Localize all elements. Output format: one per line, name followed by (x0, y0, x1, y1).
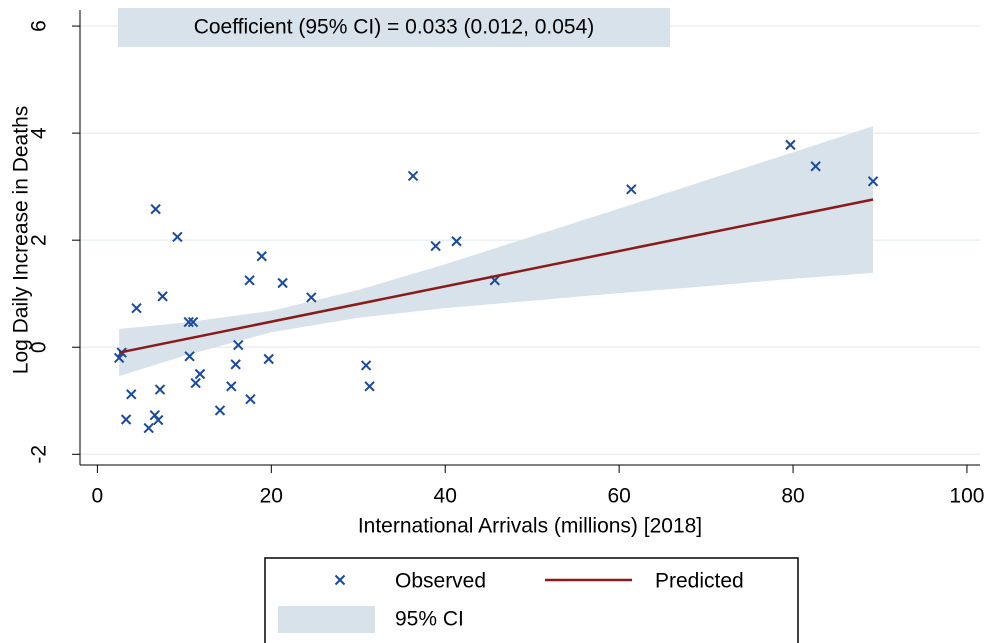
point-stroke (154, 384, 166, 395)
y-axis-title: Log Daily Increase in Deaths (10, 106, 33, 374)
point-stroke (214, 405, 226, 416)
point (214, 405, 226, 416)
point (143, 422, 154, 434)
point-stroke (172, 231, 183, 243)
point-stroke (867, 176, 879, 187)
x-tick-label: 40 (434, 485, 457, 508)
legend-label: Predicted (655, 570, 744, 593)
point (263, 353, 274, 365)
y-tick-label: 6 (28, 20, 51, 32)
point (277, 277, 288, 289)
point (154, 384, 166, 395)
point-stroke (245, 393, 256, 405)
ci-band (119, 126, 874, 377)
point (120, 414, 132, 425)
point-stroke (407, 170, 419, 182)
point (256, 251, 267, 262)
point-stroke (157, 291, 168, 302)
point-stroke (334, 574, 346, 586)
predicted-line (118, 198, 874, 354)
point-stroke (277, 277, 288, 289)
point-stroke (126, 389, 137, 400)
point (157, 291, 168, 302)
y-tick-label: 2 (28, 234, 51, 246)
point (810, 161, 821, 172)
point-stroke (244, 275, 255, 286)
point-stroke (120, 414, 132, 425)
point (190, 377, 201, 389)
point (451, 236, 462, 247)
point (785, 139, 796, 151)
point-stroke (183, 316, 194, 328)
point (183, 316, 194, 328)
point (172, 231, 183, 243)
point (113, 352, 125, 364)
point-stroke (430, 240, 441, 252)
point (334, 574, 346, 586)
point (233, 339, 244, 351)
point (153, 414, 164, 426)
y-tick-label: 0 (28, 341, 51, 353)
point (244, 275, 255, 286)
point-stroke (489, 275, 500, 286)
x-tick-label: 100 (949, 485, 984, 508)
point-stroke (194, 368, 206, 380)
point (184, 351, 195, 362)
point-stroke (263, 353, 274, 365)
point (360, 360, 372, 371)
point-stroke (810, 161, 821, 172)
legend-label: Observed (395, 570, 486, 593)
annotation: Coefficient (95% CI) = 0.033 (0.012, 0.0… (194, 16, 595, 39)
point-stroke (230, 359, 241, 370)
point (364, 381, 375, 392)
point-stroke (190, 377, 201, 389)
point-stroke (143, 422, 154, 434)
point (867, 176, 879, 187)
point-stroke (113, 352, 125, 364)
point (306, 292, 317, 303)
point-stroke (226, 381, 237, 392)
point (150, 203, 161, 215)
y-tick-label: -2 (28, 445, 51, 464)
point (187, 316, 199, 328)
point (230, 359, 241, 370)
x-tick-label: 0 (92, 485, 104, 508)
point-stroke (451, 236, 462, 247)
point-stroke (364, 381, 375, 392)
point-stroke (785, 139, 796, 151)
point-stroke (153, 414, 164, 426)
point-stroke (626, 184, 637, 195)
x-tick-label: 60 (607, 485, 630, 508)
point (430, 240, 441, 252)
point-stroke (131, 302, 142, 314)
point (131, 302, 142, 314)
point-stroke (233, 339, 244, 351)
x-axis-title: International Arrivals (millions) [2018] (358, 515, 702, 538)
point-stroke (150, 203, 161, 215)
point-stroke (187, 316, 199, 328)
point (407, 170, 419, 182)
point (126, 389, 137, 400)
point-stroke (184, 351, 195, 362)
point (245, 393, 256, 405)
legend-swatch (278, 606, 375, 633)
y-tick-label: 4 (28, 127, 51, 139)
point (194, 368, 206, 380)
point-stroke (256, 251, 267, 262)
point (626, 184, 637, 195)
x-tick-label: 20 (260, 485, 283, 508)
annotation-box (118, 8, 670, 47)
point-stroke (360, 360, 372, 371)
legend-label: 95% CI (395, 608, 464, 631)
x-tick-label: 80 (781, 485, 804, 508)
point-stroke (306, 292, 317, 303)
point (226, 381, 237, 392)
